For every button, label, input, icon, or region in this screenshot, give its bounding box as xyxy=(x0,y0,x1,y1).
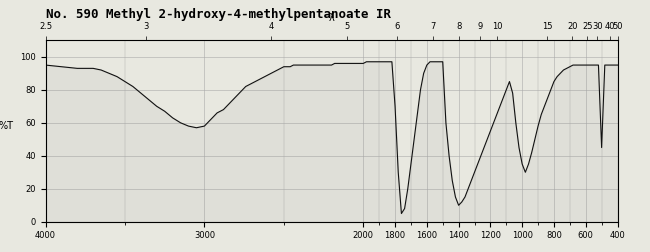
Y-axis label: %T: %T xyxy=(0,121,14,131)
X-axis label: λ: λ xyxy=(329,13,334,23)
Text: No. 590 Methyl 2-hydroxy-4-methylpentanoate IR: No. 590 Methyl 2-hydroxy-4-methylpentano… xyxy=(46,8,391,21)
